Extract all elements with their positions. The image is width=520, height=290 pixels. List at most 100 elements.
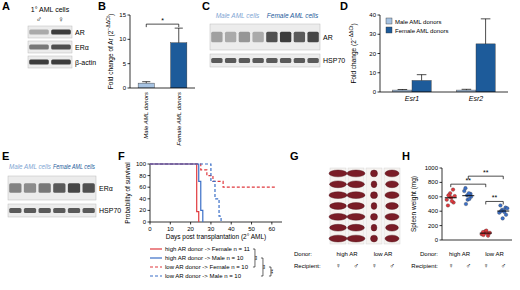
band <box>239 32 250 42</box>
band <box>294 58 305 63</box>
significance: ** <box>483 169 489 176</box>
legend-label: low AR donor -> Female n = 10 <box>165 264 249 270</box>
spleen <box>371 235 378 242</box>
band <box>280 58 291 63</box>
band <box>83 183 95 193</box>
y-tick-label: 600 <box>428 194 439 200</box>
y-tick-label: 30 <box>369 31 376 37</box>
spleen <box>329 235 347 242</box>
y-tick-label: 200 <box>428 223 439 229</box>
point <box>468 197 472 201</box>
band <box>29 45 49 50</box>
x-tick-label: 50 <box>248 226 255 232</box>
y-tick <box>378 92 381 93</box>
curves <box>150 164 276 222</box>
y-tick-label: 10 <box>369 70 376 76</box>
recipient-label: ♂ <box>466 262 471 269</box>
bar <box>138 83 154 88</box>
point <box>451 188 455 192</box>
x-tick <box>170 222 171 225</box>
y-tick-label: 100 <box>136 161 147 167</box>
group-label: Male AML cells <box>9 163 52 170</box>
bar <box>412 80 431 92</box>
y-tick-label: 40 <box>369 12 376 18</box>
y-tick <box>440 211 443 212</box>
bar <box>476 44 495 92</box>
y-tick <box>378 72 381 73</box>
band <box>252 32 263 42</box>
spleen <box>347 192 365 199</box>
x-tick-label: 40 <box>228 226 235 232</box>
group-label: Male AML cells <box>216 12 260 19</box>
x-tick-label: Esr2 <box>469 95 484 102</box>
panel-label: G <box>290 150 299 162</box>
y-tick-label: 1000 <box>425 165 439 171</box>
panel-label: F <box>118 150 125 162</box>
band <box>68 208 80 213</box>
band <box>51 30 71 35</box>
spleen <box>385 213 399 220</box>
point <box>464 186 468 190</box>
legend-line <box>150 266 162 267</box>
significance: ** <box>270 269 276 274</box>
blot-strip <box>210 54 320 67</box>
spleen <box>348 224 365 231</box>
x-tick <box>190 222 191 225</box>
y-tick <box>128 15 131 16</box>
spleen <box>386 224 399 231</box>
x-tick <box>210 222 211 225</box>
x-tick-label: Esr1 <box>405 95 420 102</box>
donor-label: high AR <box>336 251 358 257</box>
y-tick-label: 0 <box>143 219 147 225</box>
bars <box>138 28 187 88</box>
band <box>53 183 65 193</box>
group-label: Female AML cells <box>53 163 96 170</box>
recipient-label: ♀ <box>448 262 453 269</box>
recipient-label: ♂ <box>353 262 358 269</box>
y-tick <box>148 222 151 223</box>
error-bar <box>462 89 472 91</box>
band <box>51 45 71 50</box>
point <box>464 202 468 206</box>
recipient-label: ♀ <box>371 262 376 269</box>
y-tick <box>440 225 443 226</box>
spleen <box>371 224 377 231</box>
row-label: β-actin <box>75 59 96 67</box>
point <box>482 233 486 237</box>
x-tick-label: 20 <box>187 226 194 232</box>
y-tick <box>440 196 443 197</box>
significance-bracket <box>468 176 503 179</box>
spleen <box>347 213 365 220</box>
x-tick-label: Female AML donors <box>176 92 182 146</box>
panel-label: H <box>402 150 410 162</box>
row-label: AR <box>323 34 333 41</box>
spleen <box>371 181 377 188</box>
y-tick-label: 40 <box>139 196 146 202</box>
x-axis <box>130 88 195 89</box>
spleen <box>385 170 399 177</box>
photo-frame <box>348 168 364 244</box>
x-tick <box>231 222 232 225</box>
point <box>445 198 449 202</box>
blot-strip <box>28 41 72 53</box>
band <box>68 183 80 193</box>
x-tick-label: 0 <box>148 226 152 232</box>
band <box>239 58 250 63</box>
y-tick-label: 60 <box>139 184 146 190</box>
spleen <box>348 203 365 210</box>
band <box>225 58 236 63</box>
y-tick-label: 0 <box>373 89 377 95</box>
survival-curve <box>150 164 199 222</box>
band <box>307 32 318 42</box>
y-tick <box>440 168 443 169</box>
point <box>467 191 471 195</box>
spleen <box>348 181 365 188</box>
band <box>29 30 49 35</box>
photo-frame <box>384 168 400 244</box>
mean-line <box>480 233 492 234</box>
donor-label: low AR <box>374 251 393 257</box>
y-axis-title-part: Fold change (2 <box>350 40 358 84</box>
mean-line <box>462 195 474 196</box>
panel-label: A <box>2 0 10 12</box>
bars <box>393 19 495 92</box>
